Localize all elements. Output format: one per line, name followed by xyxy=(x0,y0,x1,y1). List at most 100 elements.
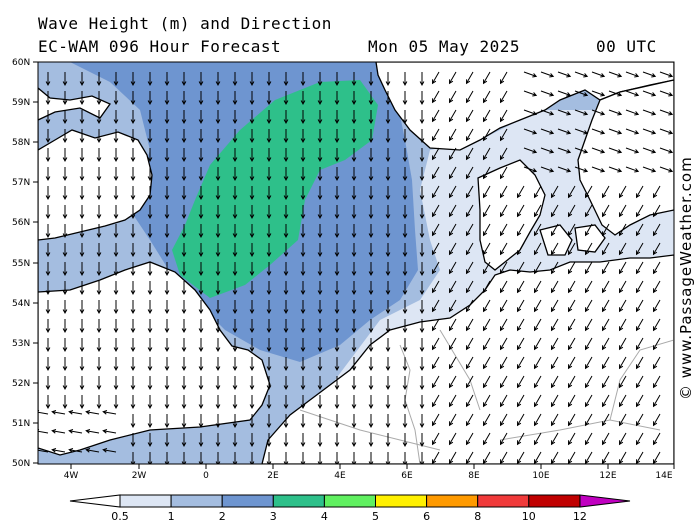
wave-arrow xyxy=(130,186,136,201)
lat-label: 50N xyxy=(12,459,30,469)
wave-arrow xyxy=(164,224,170,239)
wave-arrow xyxy=(215,205,221,220)
wave-arrow xyxy=(385,433,391,448)
lat-label: 53N xyxy=(12,339,30,349)
wave-arrow xyxy=(300,72,306,87)
wave-arrow xyxy=(266,357,272,372)
wave-arrow xyxy=(283,148,289,163)
wave-arrow xyxy=(431,223,440,237)
wave-arrow xyxy=(465,261,474,275)
wave-arrow xyxy=(215,319,221,334)
wave-arrow xyxy=(618,223,627,237)
wave-arrow xyxy=(51,429,66,434)
wave-arrow xyxy=(198,72,204,87)
wave-arrow xyxy=(96,395,102,410)
wave-arrow xyxy=(300,167,306,182)
wave-arrow xyxy=(584,451,593,464)
wave-arrow xyxy=(567,356,576,370)
wave-arrow xyxy=(419,91,425,106)
lon-label: 2E xyxy=(267,471,279,481)
wave-arrow xyxy=(591,147,606,154)
wave-arrow xyxy=(482,356,491,370)
wave-arrow xyxy=(550,185,559,199)
wave-arrow xyxy=(249,129,255,144)
wave-arrow xyxy=(300,243,306,258)
wave-arrow xyxy=(249,148,255,163)
wave-arrow xyxy=(266,224,272,239)
wave-arrow xyxy=(448,185,457,199)
wave-arrow xyxy=(147,319,153,334)
wave-arrow xyxy=(523,147,538,154)
wave-arrow xyxy=(465,204,474,218)
wave-arrow xyxy=(482,147,491,161)
wave-arrow xyxy=(499,280,508,294)
wave-arrow xyxy=(96,148,102,163)
wave-arrow xyxy=(79,338,85,353)
wave-arrow xyxy=(96,91,102,106)
wave-arrow xyxy=(499,451,508,464)
wave-arrow xyxy=(317,148,323,163)
wave-arrow xyxy=(147,338,153,353)
wave-arrow xyxy=(625,90,640,97)
wave-arrow xyxy=(385,205,391,220)
wave-arrow xyxy=(567,432,576,446)
wave-arrow xyxy=(300,148,306,163)
wave-arrow xyxy=(232,433,238,448)
wave-arrow xyxy=(334,414,340,429)
colorbar-label: 5 xyxy=(372,510,379,523)
wave-arrow xyxy=(334,262,340,277)
wave-arrow xyxy=(618,356,627,370)
wave-arrow xyxy=(283,72,289,87)
wave-arrow xyxy=(557,166,572,173)
wave-arrow xyxy=(113,110,119,125)
wave-arrow xyxy=(431,185,440,199)
wave-arrow xyxy=(130,376,136,391)
wave-arrow xyxy=(659,166,674,173)
wave-arrow xyxy=(283,319,289,334)
wave-arrow xyxy=(516,223,525,237)
wave-arrow xyxy=(198,319,204,334)
wave-arrow xyxy=(215,91,221,106)
wave-arrow xyxy=(550,223,559,237)
wave-arrow xyxy=(601,242,610,256)
wave-arrow xyxy=(147,281,153,296)
wave-arrow xyxy=(516,280,525,294)
wave-arrow xyxy=(448,299,457,313)
wave-arrow xyxy=(317,338,323,353)
wave-arrow xyxy=(45,224,51,239)
wave-arrow xyxy=(334,72,340,87)
wave-arrow xyxy=(334,357,340,372)
wave-arrow xyxy=(334,148,340,163)
wave-arrow xyxy=(283,433,289,448)
wave-arrow xyxy=(584,185,593,199)
wave-arrow xyxy=(215,414,221,429)
wave-arrow xyxy=(601,375,610,389)
wave-arrow xyxy=(45,395,51,410)
wave-arrow xyxy=(601,204,610,218)
wave-arrow xyxy=(45,281,51,296)
wave-arrow xyxy=(516,318,525,332)
wave-arrow xyxy=(652,204,661,218)
wave-arrow xyxy=(482,318,491,332)
wave-arrow xyxy=(102,429,117,434)
wave-arrow xyxy=(181,224,187,239)
wave-arrow xyxy=(523,90,538,97)
wave-arrow xyxy=(402,357,408,372)
wave-arrow xyxy=(317,357,323,372)
wave-arrow xyxy=(232,91,238,106)
wave-arrow xyxy=(300,110,306,125)
wave-arrow xyxy=(574,109,589,116)
wave-arrow xyxy=(601,185,610,199)
wave-arrow xyxy=(465,71,474,85)
wave-arrow xyxy=(215,243,221,258)
wave-arrow xyxy=(448,375,457,389)
wave-arrow xyxy=(283,376,289,391)
wave-arrow xyxy=(550,451,559,464)
wave-arrow xyxy=(402,91,408,106)
wave-arrow xyxy=(499,166,508,180)
wave-arrow xyxy=(625,109,640,116)
wave-arrow xyxy=(448,413,457,427)
wave-arrow xyxy=(499,356,508,370)
wave-arrow xyxy=(533,280,542,294)
wave-arrow xyxy=(584,318,593,332)
